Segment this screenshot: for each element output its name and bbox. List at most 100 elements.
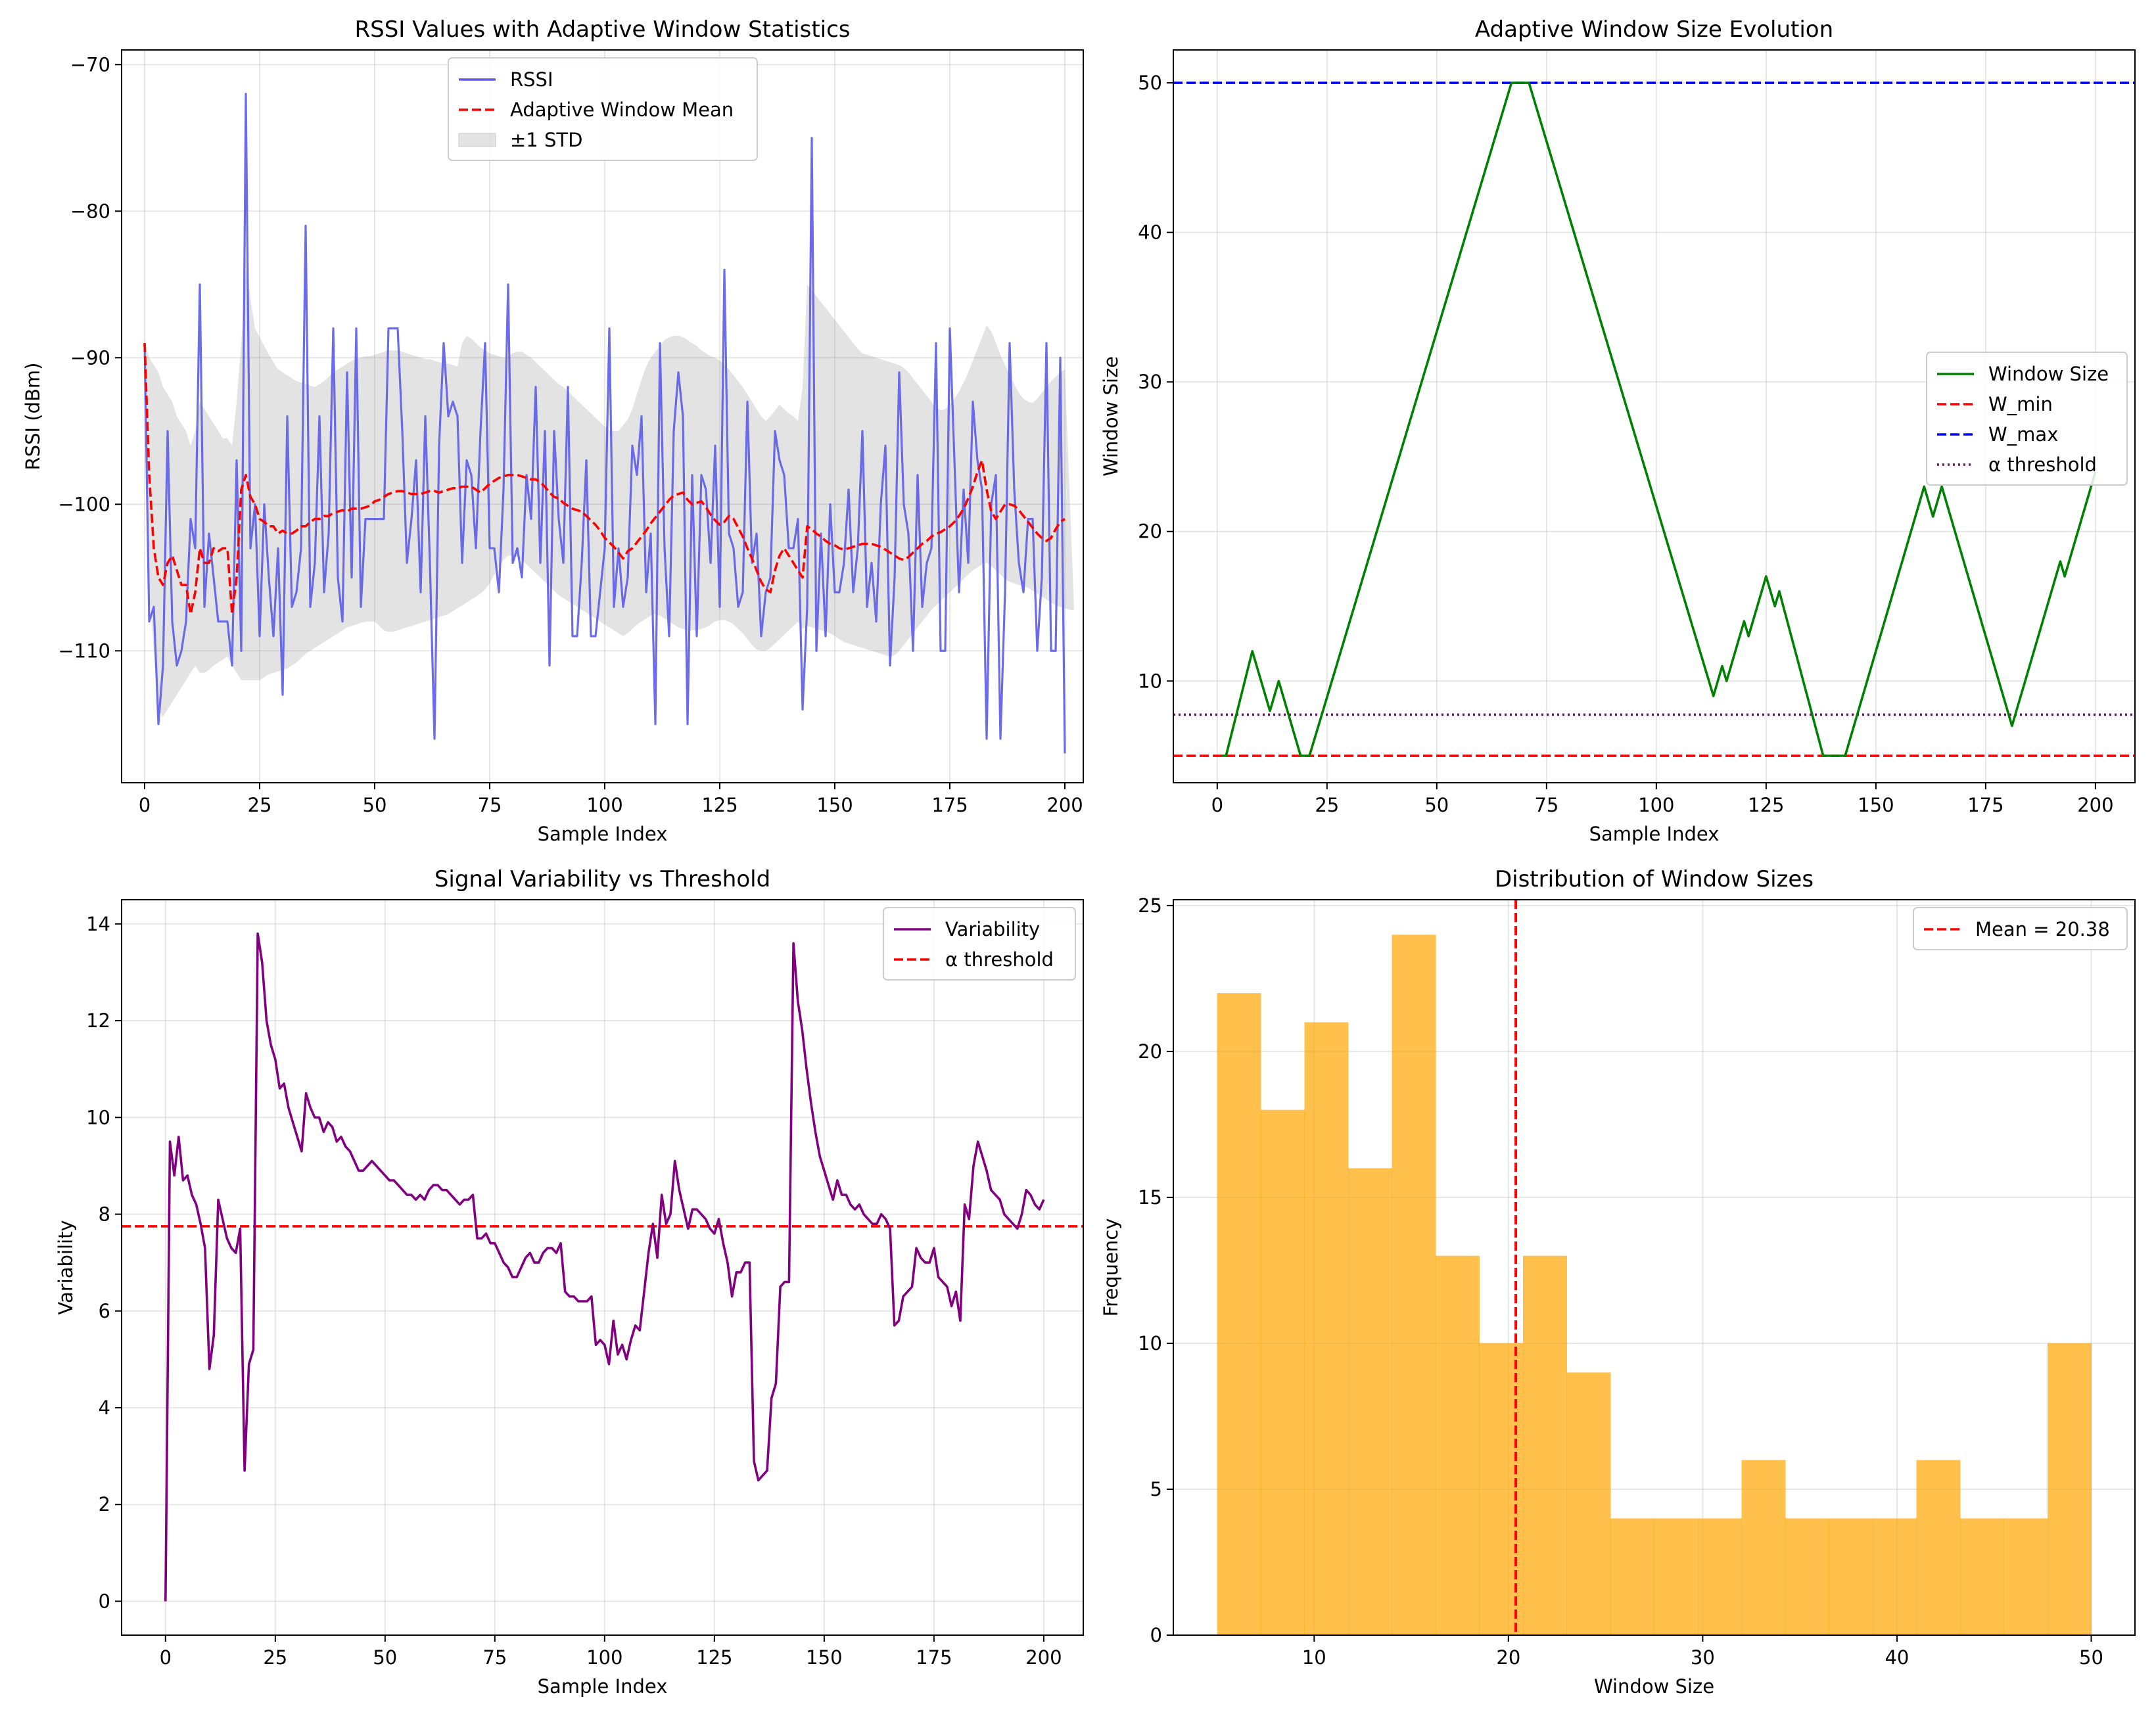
window-axes-frame <box>1173 49 2136 783</box>
hist-bar <box>1741 1460 1786 1635</box>
hist-bar <box>1829 1518 1873 1635</box>
rssi-ytick-label: −70 <box>70 53 110 76</box>
variability-xtick-label: 175 <box>916 1646 952 1669</box>
rssi-ticks: 0 25 50 75 100 125 150 175 200 −110 −100 −90 −80 −70 <box>58 53 1083 816</box>
variability-xtick-label: 150 <box>806 1646 842 1669</box>
variability-series-line <box>164 932 1045 1602</box>
rssi-series-line <box>143 93 1066 754</box>
window-series-line <box>1221 81 2097 757</box>
window-xtick-label: 150 <box>1858 794 1894 816</box>
rssi-legend-label: ±1 STD <box>510 129 582 151</box>
rssi-xtick-label: 75 <box>478 794 502 816</box>
hist-xlabel: Window Size <box>1594 1675 1714 1698</box>
variability-xtick-label: 50 <box>373 1646 397 1669</box>
window-grid <box>1173 50 2135 783</box>
rssi-legend-swatch <box>458 133 496 147</box>
window-ytick-label: 40 <box>1138 221 1162 244</box>
panel-rssi: 0 25 50 75 100 125 150 175 200−110−100−90−80−70 … <box>22 16 1084 845</box>
variability-axes-frame <box>121 899 1084 1636</box>
rssi-legend-label: Adaptive Window Mean <box>510 99 734 121</box>
variability-ytick-label: 0 <box>99 1590 110 1612</box>
variability-xtick-label: 25 <box>263 1646 287 1669</box>
window-xtick-label: 25 <box>1315 794 1339 816</box>
hist-legend-box <box>1913 907 2128 950</box>
rssi-ytick-label: −90 <box>70 346 110 369</box>
window-legend-box <box>1926 352 2128 486</box>
window-xtick-label: 0 <box>1211 794 1223 816</box>
hist-bar <box>1873 1518 1917 1635</box>
rssi-xlabel: Sample Index <box>538 823 668 845</box>
variability-xtick-label: 200 <box>1025 1646 1062 1669</box>
rssi-ytick-label: −110 <box>58 639 110 662</box>
window-xtick-label: 175 <box>1967 794 2004 816</box>
variability-legend-label: α threshold <box>945 948 1054 971</box>
window-ytick-label: 20 <box>1138 521 1162 543</box>
hist-bar <box>1348 1168 1392 1635</box>
hist-ytick-label: 5 <box>1150 1478 1162 1500</box>
rssi-xtick-label: 175 <box>931 794 968 816</box>
window-ytick-label: 10 <box>1138 670 1162 692</box>
hist-xtick-label: 10 <box>1302 1646 1326 1669</box>
window-ticks: 0 25 50 75 100 125 150 175 200 10 20 30 40 50 <box>1138 72 2113 816</box>
rssi-xtick-label: 125 <box>701 794 738 816</box>
variability-grid <box>122 900 1083 1635</box>
hist-bar <box>1261 1109 1305 1635</box>
hist-bar <box>1304 1022 1349 1635</box>
rssi-xtick-label: 50 <box>363 794 387 816</box>
variability-ytick-label: 2 <box>99 1493 110 1516</box>
hist-bar <box>1566 1372 1611 1635</box>
hist-legend-label: Mean = 20.38 <box>1975 918 2110 940</box>
variability-ytick-label: 12 <box>86 1009 110 1032</box>
panel-window: 0 25 50 75 100 125 150 175 200 10 20 30 40 50 Adaptiv… <box>1100 16 2136 845</box>
hist-xtick-label: 20 <box>1496 1646 1520 1669</box>
window-legend-label: α threshold <box>1988 453 2097 476</box>
rssi-legend-box <box>448 57 758 161</box>
variability-xtick-label: 75 <box>482 1646 507 1669</box>
hist-bar <box>1436 1255 1480 1635</box>
window-ytick-label: 30 <box>1138 371 1162 393</box>
window-plot-area <box>1173 81 2135 757</box>
variability-legend-box <box>883 907 1076 981</box>
hist-ytick-label: 15 <box>1138 1186 1162 1209</box>
variability-xlabel: Sample Index <box>538 1675 668 1698</box>
hist-legend: Mean = 20.38 <box>1913 907 2128 950</box>
hist-xtick-label: 40 <box>1885 1646 1909 1669</box>
variability-ylabel: Variability <box>55 1220 77 1314</box>
variability-plot-area <box>122 932 1083 1602</box>
variability-xtick-label: 100 <box>586 1646 622 1669</box>
hist-bar <box>1785 1518 1829 1635</box>
variability-xtick-label: 125 <box>696 1646 732 1669</box>
rssi-xtick-label: 0 <box>139 794 151 816</box>
hist-ytick-label: 0 <box>1150 1624 1162 1646</box>
hist-ytick-label: 10 <box>1138 1332 1162 1355</box>
hist-axes-frame <box>1173 899 2136 1636</box>
hist-title: Distribution of Window Sizes <box>1495 866 1814 892</box>
window-ytick-label: 50 <box>1138 72 1162 94</box>
rssi-xtick-label: 100 <box>586 794 622 816</box>
rssi-mean-line <box>143 342 1066 616</box>
hist-ticks: 10 20 30 40 50 0 5 10 15 20 25 <box>1138 894 2103 1669</box>
window-legend-label: W_max <box>1988 423 2058 446</box>
hist-ytick-label: 25 <box>1138 894 1162 917</box>
window-xtick-label: 200 <box>2077 794 2113 816</box>
variability-ytick-label: 8 <box>99 1203 110 1226</box>
hist-plot-area <box>1217 900 2092 1635</box>
variability-ytick-label: 10 <box>86 1106 110 1128</box>
window-legend: Window Size W_min W_max α threshold <box>1926 352 2128 486</box>
hist-bar <box>1916 1460 1961 1635</box>
window-ylabel: Window Size <box>1100 356 1122 476</box>
window-legend-label: Window Size <box>1988 363 2109 385</box>
variability-legend: Variability α threshold <box>883 907 1076 981</box>
rssi-legend-label: RSSI <box>510 68 553 91</box>
variability-title: Signal Variability vs Threshold <box>434 866 770 892</box>
rssi-ytick-label: −80 <box>70 200 110 222</box>
rssi-ytick-label: −100 <box>58 493 110 515</box>
rssi-plot-area <box>143 93 1074 754</box>
rssi-ylabel: RSSI (dBm) <box>22 363 44 471</box>
window-legend-label: W_min <box>1988 393 2053 415</box>
rssi-xtick-label: 25 <box>248 794 272 816</box>
window-xtick-label: 50 <box>1424 794 1449 816</box>
hist-bar <box>2048 1343 2092 1635</box>
